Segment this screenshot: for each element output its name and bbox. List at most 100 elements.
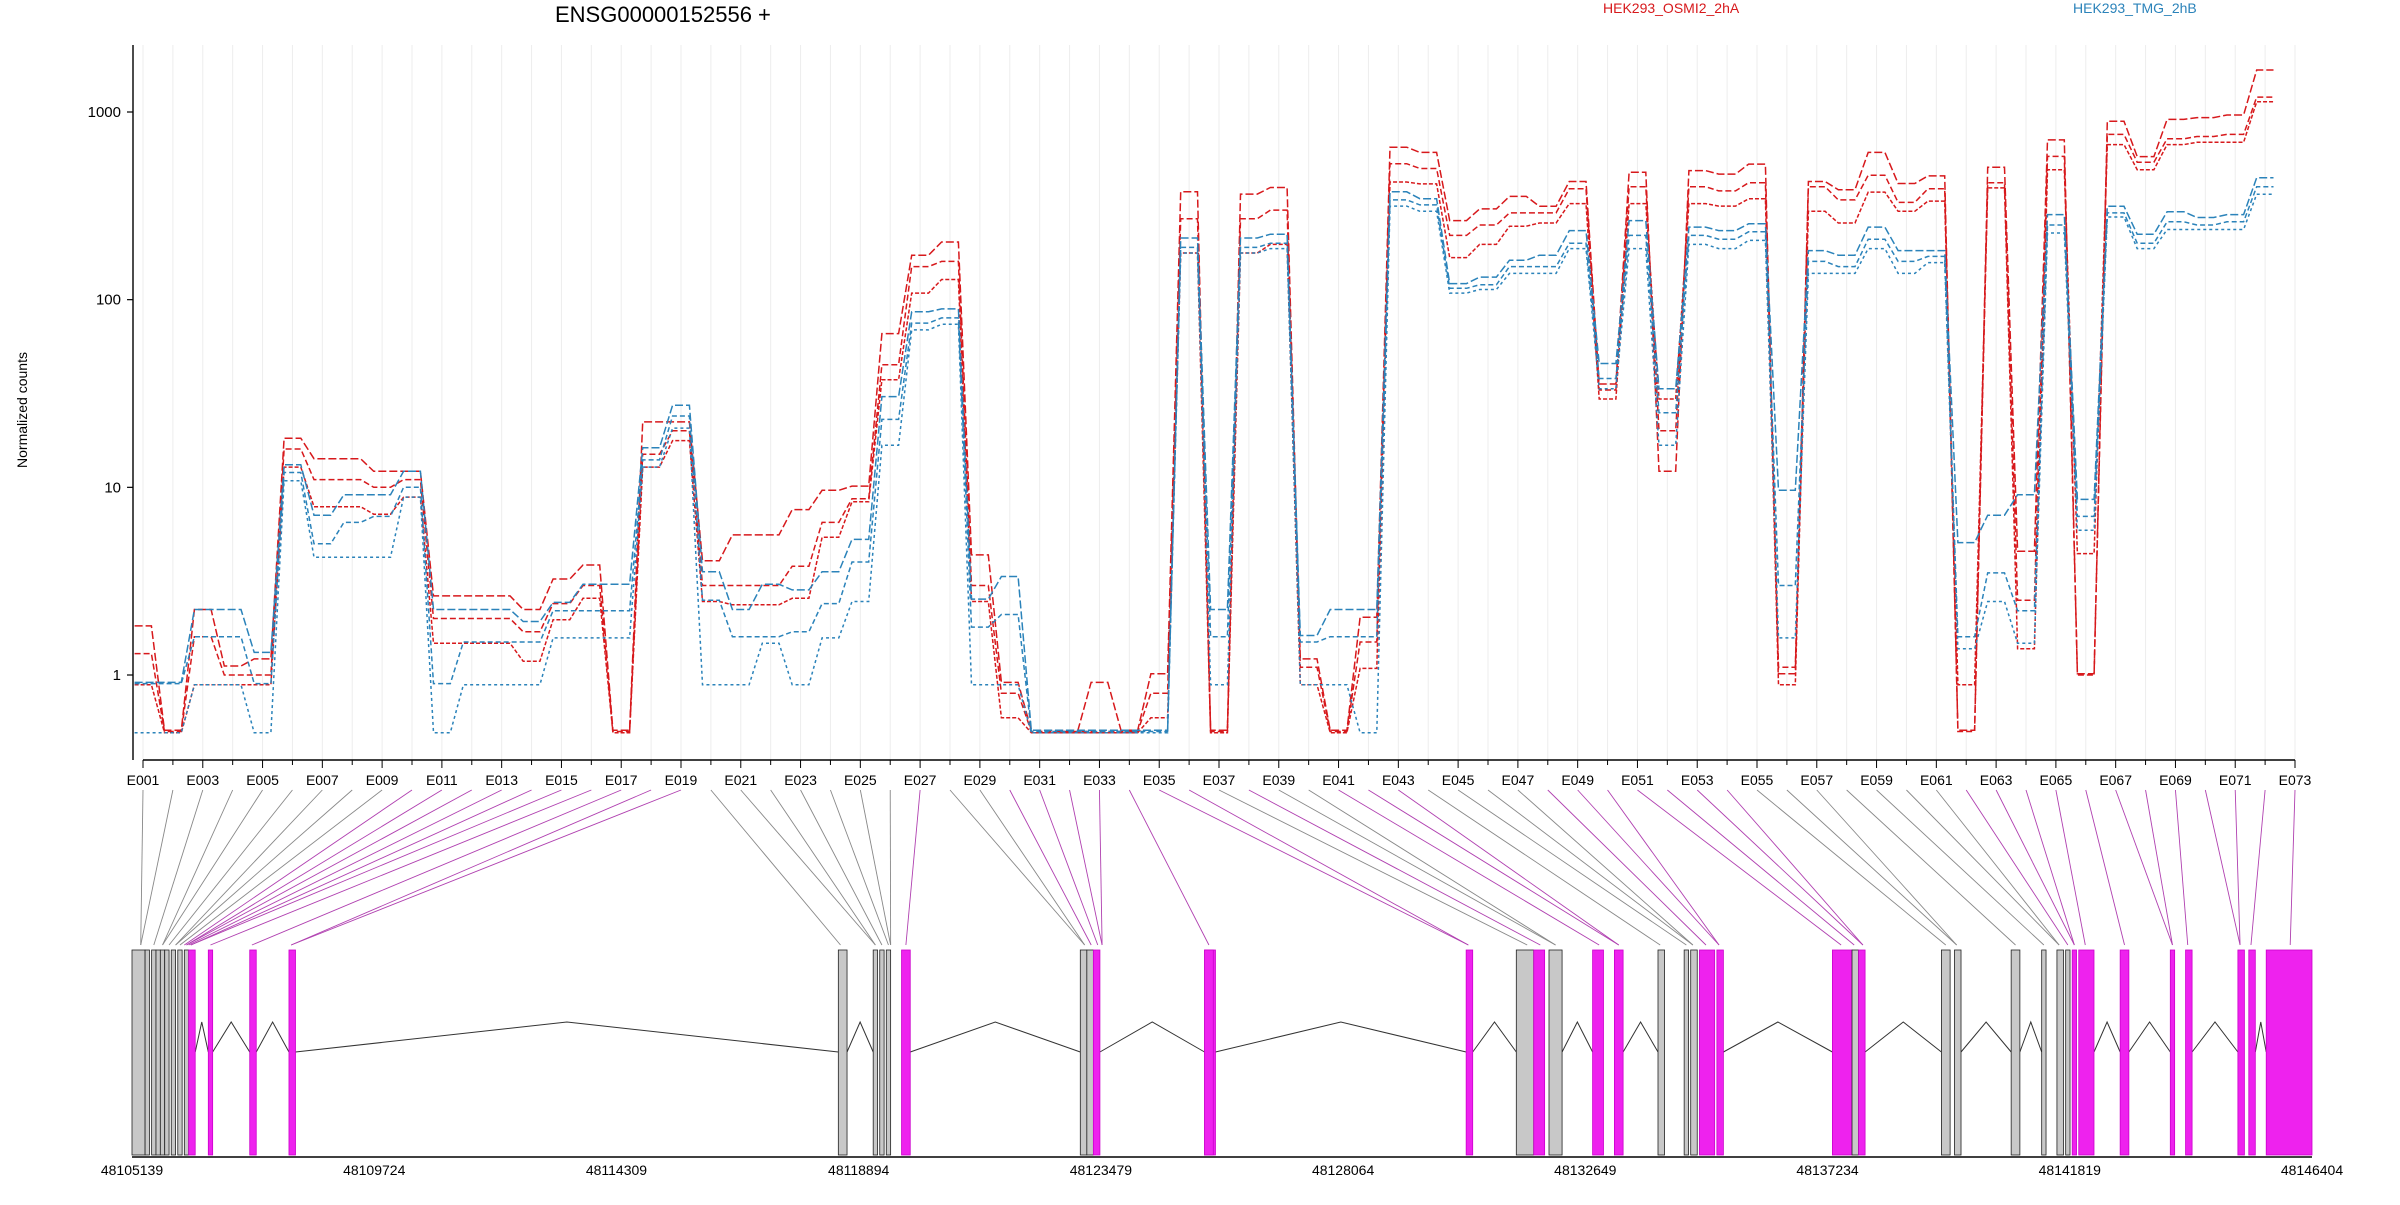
exon-connector [1996,790,2074,945]
exon-block [1699,950,1714,1155]
exon-block [1205,950,1214,1155]
exon-connector [154,790,203,945]
intron-line [2020,1022,2042,1052]
x-tick-label: E047 [1502,772,1535,788]
exon-connector [1966,790,2068,945]
x-tick-label: E027 [904,772,937,788]
exon-connector [1010,790,1091,945]
exon-block [1466,950,1473,1155]
exon-block [171,950,175,1155]
exon-block [1658,950,1665,1155]
exon-block [178,950,182,1155]
exon-connector [1189,790,1468,945]
exon-connector [1637,790,1841,945]
exon-connector [2116,790,2173,945]
exon-block [2120,950,2129,1155]
intron-line [2192,1022,2238,1052]
exon-block [1859,950,1866,1155]
x-tick-label: E003 [186,772,219,788]
x-tick-label: E015 [545,772,578,788]
exon-connector [191,790,562,945]
exon-connector [741,790,876,945]
x-tick-label: E037 [1203,772,1236,788]
intron-line [910,1022,1080,1052]
exon-connector [176,790,353,945]
x-tick-label: E029 [964,772,997,788]
exon-connector [2146,790,2173,945]
exon-connector [1608,790,1719,945]
exon-block [1691,950,1698,1155]
exon-block [1717,950,1724,1155]
x-tick-label: E013 [485,772,518,788]
exon-connector [2086,790,2125,945]
exon-connector [1458,790,1686,945]
exon-connector [187,790,472,945]
exon-connector [2290,790,2295,945]
x-tick-label: E061 [1920,772,1953,788]
exon-block [1593,950,1604,1155]
exon-connector [1906,790,2059,945]
exon-connector [1219,790,1527,945]
x-tick-label: E025 [844,772,877,788]
exon-connector [210,790,591,945]
intron-line [847,1022,873,1052]
exon-block [880,950,884,1155]
exon-connector [252,790,621,945]
exon-block [1941,950,1950,1155]
intron-line [296,1022,839,1052]
exon-connector [187,790,442,945]
y-tick-label: 10 [104,479,121,496]
x-tick-label: E039 [1262,772,1295,788]
exon-connector [1339,790,1600,945]
exon-connector [1129,790,1209,945]
series-line [135,102,2274,733]
intron-line [1100,1022,1205,1052]
exon-connector [1099,790,1102,945]
exon-connector [180,790,382,945]
genomic-tick-label: 48105139 [101,1162,164,1178]
exon-connector [141,790,143,945]
y-tick-label: 100 [96,292,121,309]
exon-connector [191,790,532,945]
exon-block [1534,950,1545,1155]
genomic-tick-label: 48137234 [1796,1162,1859,1178]
x-tick-label: E065 [2040,772,2073,788]
chart-title: ENSG00000152556 + [555,2,771,28]
legend-group-1: HEK293_OSMI2_2hA [1603,0,1739,16]
exon-block [1832,950,1852,1155]
exon-block [873,950,877,1155]
exon-block [250,950,257,1155]
exon-block [902,950,911,1155]
intron-line [2094,1022,2120,1052]
intron-line [1562,1022,1593,1052]
exon-block [886,950,890,1155]
x-tick-label: E019 [665,772,698,788]
exon-connector [1368,790,1618,945]
x-tick-label: E067 [2099,772,2132,788]
exon-block [145,950,149,1155]
x-tick-label: E071 [2219,772,2252,788]
intron-line [1723,1022,1832,1052]
y-tick-label: 1000 [88,104,121,121]
x-tick-label: E023 [784,772,817,788]
exon-block [2042,950,2046,1155]
x-tick-label: E049 [1561,772,1594,788]
exon-connector [2056,790,2085,945]
exon-connector [1667,790,1854,945]
exon-block [2057,950,2064,1155]
intron-line [1961,1022,2011,1052]
series-line [135,194,2274,733]
exon-block [289,950,296,1155]
x-tick-label: E021 [724,772,757,788]
x-tick-label: E005 [246,772,279,788]
exon-block [1852,950,1859,1155]
series-line [135,70,2274,730]
exon-block [1087,950,1094,1155]
genomic-tick-label: 48123479 [1070,1162,1133,1178]
exon-connector [1936,790,2059,945]
exon-connector [1159,790,1468,945]
x-tick-label: E035 [1143,772,1176,788]
exon-block [2072,950,2076,1155]
